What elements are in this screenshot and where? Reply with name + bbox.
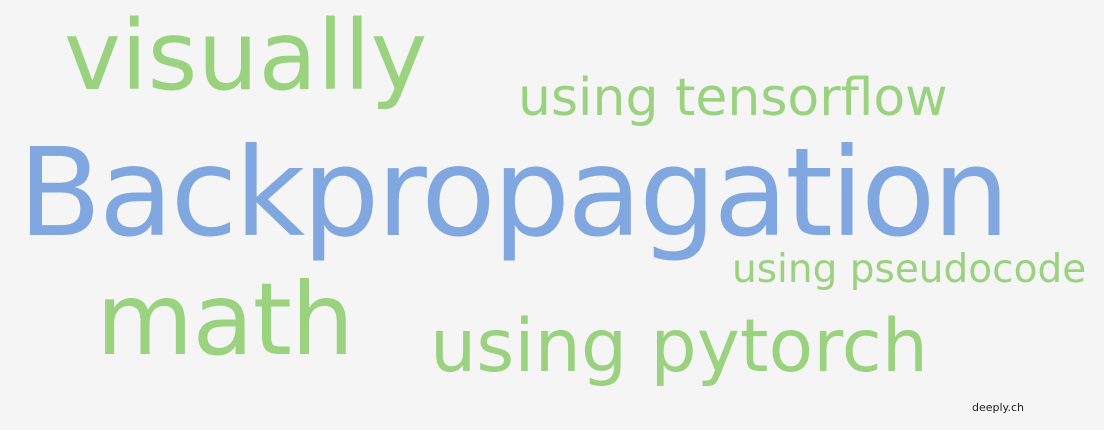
credit-text: deeply.ch xyxy=(972,401,1025,414)
word-using-tensorflow: using tensorflow xyxy=(518,68,948,128)
word-backpropagation: Backpropagation xyxy=(18,122,1010,264)
word-math: math xyxy=(96,261,354,378)
word-using-pseudocode: using pseudocode xyxy=(732,247,1087,292)
word-using-pytorch: using pytorch xyxy=(430,304,929,389)
word-visually: visually xyxy=(64,0,428,112)
